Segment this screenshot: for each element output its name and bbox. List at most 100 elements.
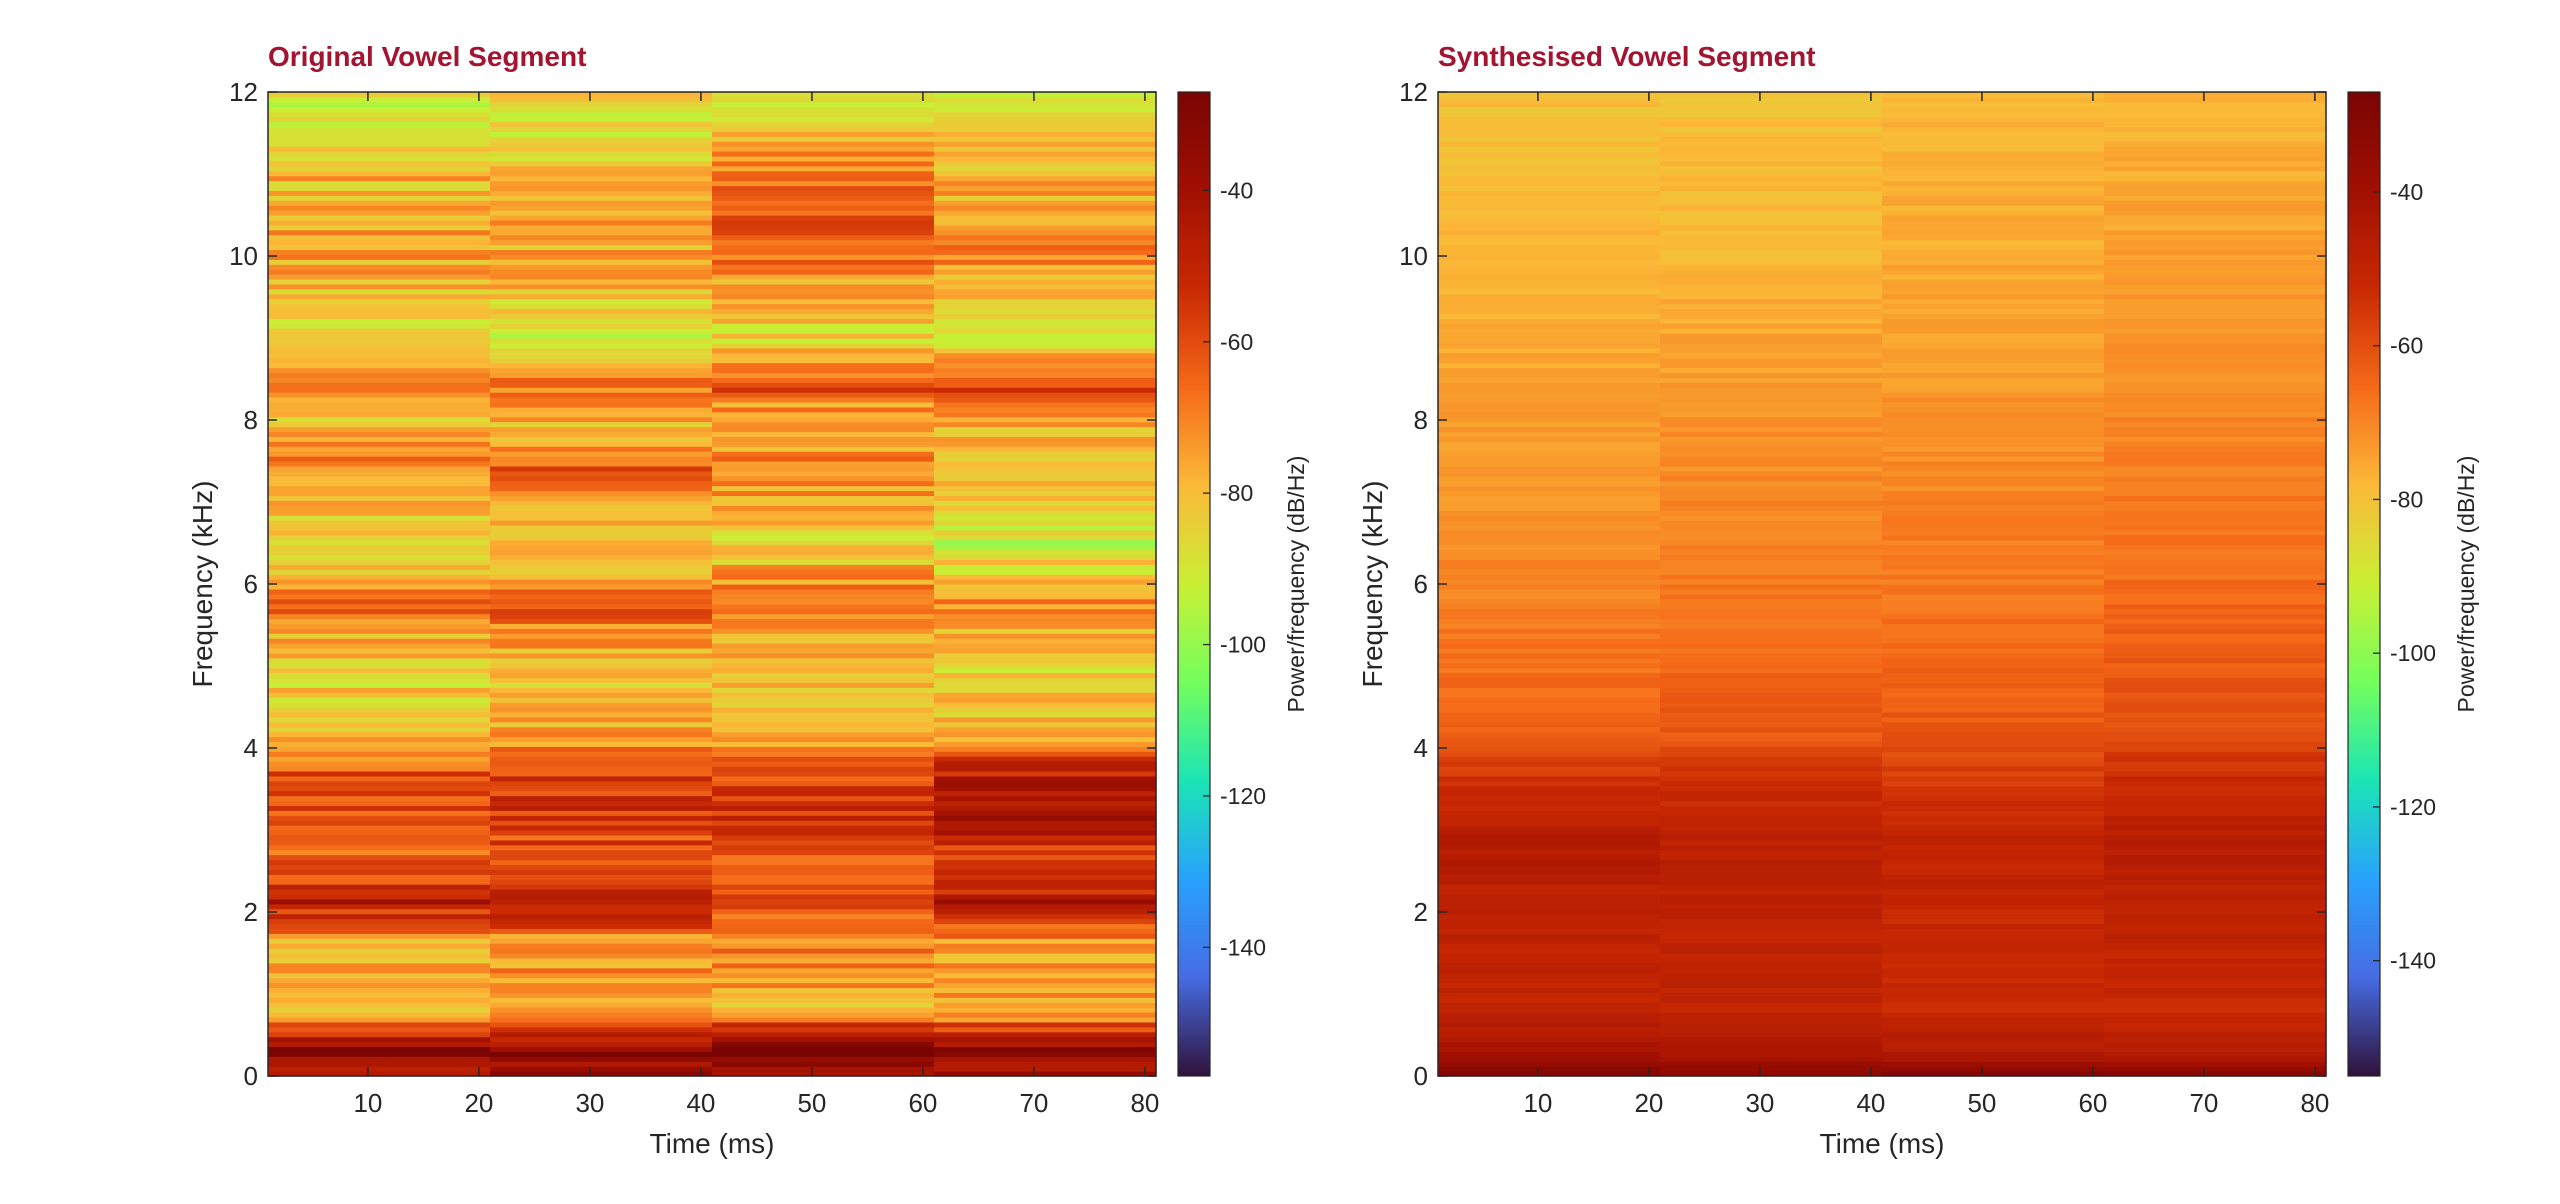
heatmap-cell [1660, 328, 1883, 334]
heatmap-cell [1882, 308, 2105, 314]
heatmap-cell [1882, 908, 2105, 915]
heatmap-cell [1438, 593, 1661, 600]
heatmap-cell [712, 933, 935, 939]
heatmap-cell [490, 830, 713, 836]
colorbar-gradient [1177, 91, 1211, 1077]
heatmap-cell [1882, 362, 2105, 369]
heatmap-cell [1438, 770, 1661, 777]
heatmap-cell [2104, 844, 2327, 851]
heatmap-cell [934, 889, 1157, 895]
heatmap-cell [268, 667, 491, 674]
heatmap-cell [934, 731, 1157, 738]
heatmap-cell [1660, 977, 1883, 984]
heatmap-cell [712, 141, 935, 147]
heatmap-cell [934, 579, 1157, 585]
heatmap-cell [268, 854, 491, 861]
heatmap-cell [2104, 707, 2327, 713]
heatmap-cell [268, 928, 491, 934]
heatmap-cell [1660, 682, 1883, 688]
heatmap-cell [1882, 96, 2105, 103]
heatmap-cell [1660, 510, 1883, 516]
heatmap-cell [1438, 766, 1661, 772]
heatmap-cell [268, 470, 491, 477]
heatmap-cell [268, 569, 491, 575]
heatmap-cell [712, 254, 935, 260]
colorbar-ticks: -40-60-80-100-120-140 [2373, 179, 2436, 974]
heatmap-cell [712, 613, 935, 620]
heatmap-cell [490, 264, 713, 270]
heatmap-cell [934, 539, 1157, 546]
heatmap-cell [1660, 1036, 1883, 1043]
heatmap-cell [934, 682, 1157, 688]
x-tick-label: 60 [2078, 1088, 2107, 1118]
heatmap-cell [1660, 593, 1883, 600]
heatmap-cell [268, 761, 491, 767]
heatmap-cell [1438, 795, 1661, 802]
heatmap-cell [2104, 623, 2327, 629]
heatmap-cell [1438, 347, 1661, 354]
heatmap-cell [490, 849, 713, 856]
heatmap-cell [934, 490, 1157, 497]
heatmap-cell [712, 549, 935, 556]
heatmap-cell [934, 736, 1157, 743]
heatmap-cell [1438, 215, 1661, 221]
heatmap-cell [712, 426, 935, 433]
heatmap-cell [1660, 490, 1883, 497]
heatmap-cell [934, 1056, 1157, 1062]
heatmap-cell [712, 431, 935, 437]
heatmap-cell [1660, 180, 1883, 187]
heatmap-cell [1438, 101, 1661, 108]
heatmap-cell [1438, 721, 1661, 728]
heatmap-cell [1660, 923, 1883, 929]
heatmap-cell [268, 598, 491, 605]
heatmap-cell [490, 254, 713, 260]
heatmap-cell [712, 854, 935, 861]
heatmap-cell [490, 766, 713, 772]
heatmap-cell [934, 210, 1157, 216]
heatmap-cell [712, 721, 935, 728]
heatmap-cell [268, 382, 491, 388]
heatmap-cell [2104, 436, 2327, 442]
heatmap-cell [268, 249, 491, 255]
heatmap-cell [268, 879, 491, 885]
heatmap-cell [1660, 633, 1883, 639]
heatmap-cell [268, 1002, 491, 1008]
heatmap-cell [1438, 269, 1661, 275]
heatmap-cell [2104, 687, 2327, 693]
colorbar-tick-label: -80 [2390, 486, 2423, 512]
heatmap-cell [1438, 456, 1661, 462]
heatmap-cell [1438, 146, 1661, 152]
heatmap-cell [268, 1026, 491, 1033]
heatmap-cell [490, 549, 713, 556]
heatmap-cell [934, 441, 1157, 447]
heatmap-cell [1660, 200, 1883, 206]
heatmap-cell [712, 864, 935, 870]
heatmap-cell [712, 495, 935, 501]
y-tick-label: 8 [244, 405, 258, 435]
heatmap-cell [712, 657, 935, 664]
heatmap-cell [2104, 766, 2327, 772]
heatmap-cell [1438, 913, 1661, 920]
heatmap-cell [1660, 903, 1883, 910]
heatmap-cell [712, 131, 935, 137]
heatmap-cell [2104, 549, 2327, 556]
heatmap-cell [268, 111, 491, 118]
heatmap-cell [712, 1046, 935, 1052]
heatmap-cell [2104, 544, 2327, 551]
heatmap-cell [1882, 175, 2105, 182]
heatmap-cell [934, 697, 1157, 703]
y-tick-label: 6 [244, 569, 258, 599]
heatmap-cell [712, 584, 935, 590]
heatmap-cell [1882, 303, 2105, 310]
heatmap-cell [1882, 106, 2105, 113]
heatmap-cell [1438, 869, 1661, 875]
heatmap-cell [2104, 800, 2327, 806]
heatmap-cell [490, 323, 713, 329]
heatmap-cell [490, 234, 713, 241]
heatmap-cell [1882, 608, 2105, 615]
heatmap-cell [1660, 475, 1883, 482]
heatmap-cell [712, 195, 935, 201]
heatmap-cell [934, 92, 1157, 98]
heatmap-cell [2104, 731, 2327, 738]
heatmap-cell [934, 869, 1157, 875]
